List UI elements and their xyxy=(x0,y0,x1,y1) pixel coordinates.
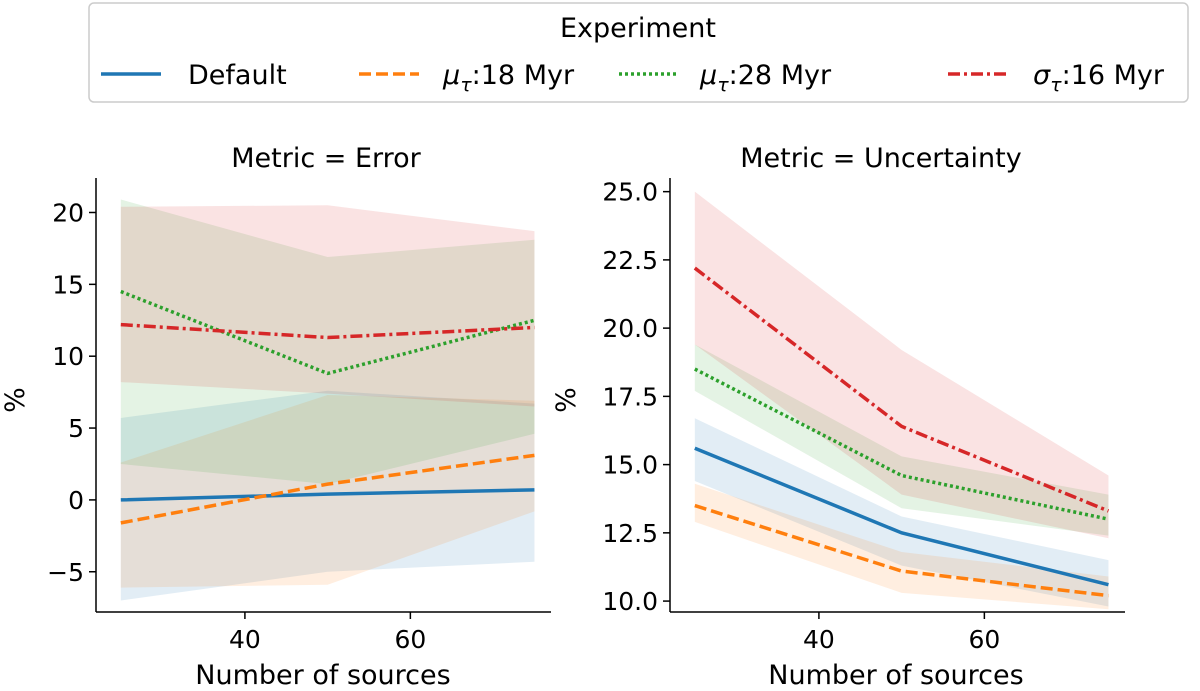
error-line-mu28 xyxy=(120,289,535,376)
uncertainty-panel-xlabel: Number of sources xyxy=(768,660,1023,691)
uncertainty-ytick-label: 12.5 xyxy=(602,519,658,548)
legend-label-sigma16: στ:16 Myr xyxy=(1033,60,1165,96)
uncertainty-xtick-label: 60 xyxy=(968,625,1000,654)
legend-title: Experiment xyxy=(560,13,716,44)
uncertainty-line-mu18 xyxy=(694,503,1109,598)
error-band-mu18 xyxy=(120,395,535,588)
legend-colon-mu28: : xyxy=(729,60,738,91)
error-panel-title: Metric = Error xyxy=(231,143,421,174)
legend-sub-mu28: τ xyxy=(717,74,729,96)
error-ytick-label: −5 xyxy=(47,558,84,587)
uncertainty-ytick-label: 20.0 xyxy=(602,314,658,343)
uncertainty-ytick-label: 22.5 xyxy=(602,246,658,275)
error-xtick-label: 60 xyxy=(394,625,426,654)
uncertainty-band-mu18 xyxy=(694,483,1109,610)
error-ytick-label: 10 xyxy=(52,342,84,371)
legend-colon-mu18: : xyxy=(472,60,481,91)
error-line-mu18 xyxy=(120,453,535,525)
error-line-default xyxy=(120,488,535,502)
error-ytick-label: 0 xyxy=(68,486,84,515)
error-ytick-label: 20 xyxy=(52,198,84,227)
legend-frame xyxy=(88,2,1189,103)
uncertainty-panel-title: Metric = Uncertainty xyxy=(740,143,1021,174)
legend-symbol-mu28: μ xyxy=(699,60,717,91)
uncertainty-band-sigma16 xyxy=(694,191,1109,539)
error-band-sigma16 xyxy=(120,205,535,407)
error-ytick-label: 5 xyxy=(68,414,84,443)
error-panel-xlabel: Number of sources xyxy=(195,660,450,691)
uncertainty-panel-ylabel: % xyxy=(551,387,582,413)
uncertainty-ytick-label: 17.5 xyxy=(602,382,658,411)
uncertainty-xtick-label: 40 xyxy=(803,625,835,654)
uncertainty-panel: Metric = Uncertainty Number of sources %… xyxy=(551,143,1125,691)
error-line-sigma16 xyxy=(120,322,535,340)
legend-label-mu28: μτ:28 Myr xyxy=(699,60,832,96)
legend-entry-mu28: μτ:28 Myr xyxy=(619,60,832,96)
uncertainty-line-mu28 xyxy=(694,367,1109,521)
uncertainty-line-sigma16 xyxy=(693,266,1110,513)
legend-entry-default: Default xyxy=(101,60,287,91)
uncertainty-ytick-label: 25.0 xyxy=(602,178,658,207)
legend-text-mu28: 28 Myr xyxy=(738,60,832,91)
legend-symbol-mu18: μ xyxy=(442,60,460,91)
legend: Experiment Default μτ:18 Myr μτ:28 Myr σ… xyxy=(88,2,1189,103)
legend-text-mu18: 18 Myr xyxy=(481,60,575,91)
legend-colon-sigma16: : xyxy=(1062,60,1071,91)
legend-symbol-sigma16: σ xyxy=(1033,60,1051,91)
legend-entry-mu18: μτ:18 Myr xyxy=(359,60,575,96)
uncertainty-ytick-label: 15.0 xyxy=(602,451,658,480)
uncertainty-line-default xyxy=(694,446,1109,587)
legend-entry-sigma16: στ:16 Myr xyxy=(948,60,1165,96)
error-panel: Metric = Error Number of sources % −5 0 5 1… xyxy=(0,143,551,691)
legend-label-mu18: μτ:18 Myr xyxy=(442,60,575,96)
error-band-mu28 xyxy=(120,199,535,485)
error-ytick-label: 15 xyxy=(52,270,84,299)
error-xtick-label: 40 xyxy=(229,625,261,654)
error-panel-ylabel: % xyxy=(0,387,31,413)
legend-text-sigma16: 16 Myr xyxy=(1071,60,1165,91)
legend-sub-sigma16: τ xyxy=(1050,74,1062,96)
uncertainty-ytick-label: 10.0 xyxy=(602,587,658,616)
legend-label-default: Default xyxy=(188,60,287,91)
legend-sub-mu18: τ xyxy=(460,74,472,96)
uncertainty-band-mu28 xyxy=(694,344,1109,536)
